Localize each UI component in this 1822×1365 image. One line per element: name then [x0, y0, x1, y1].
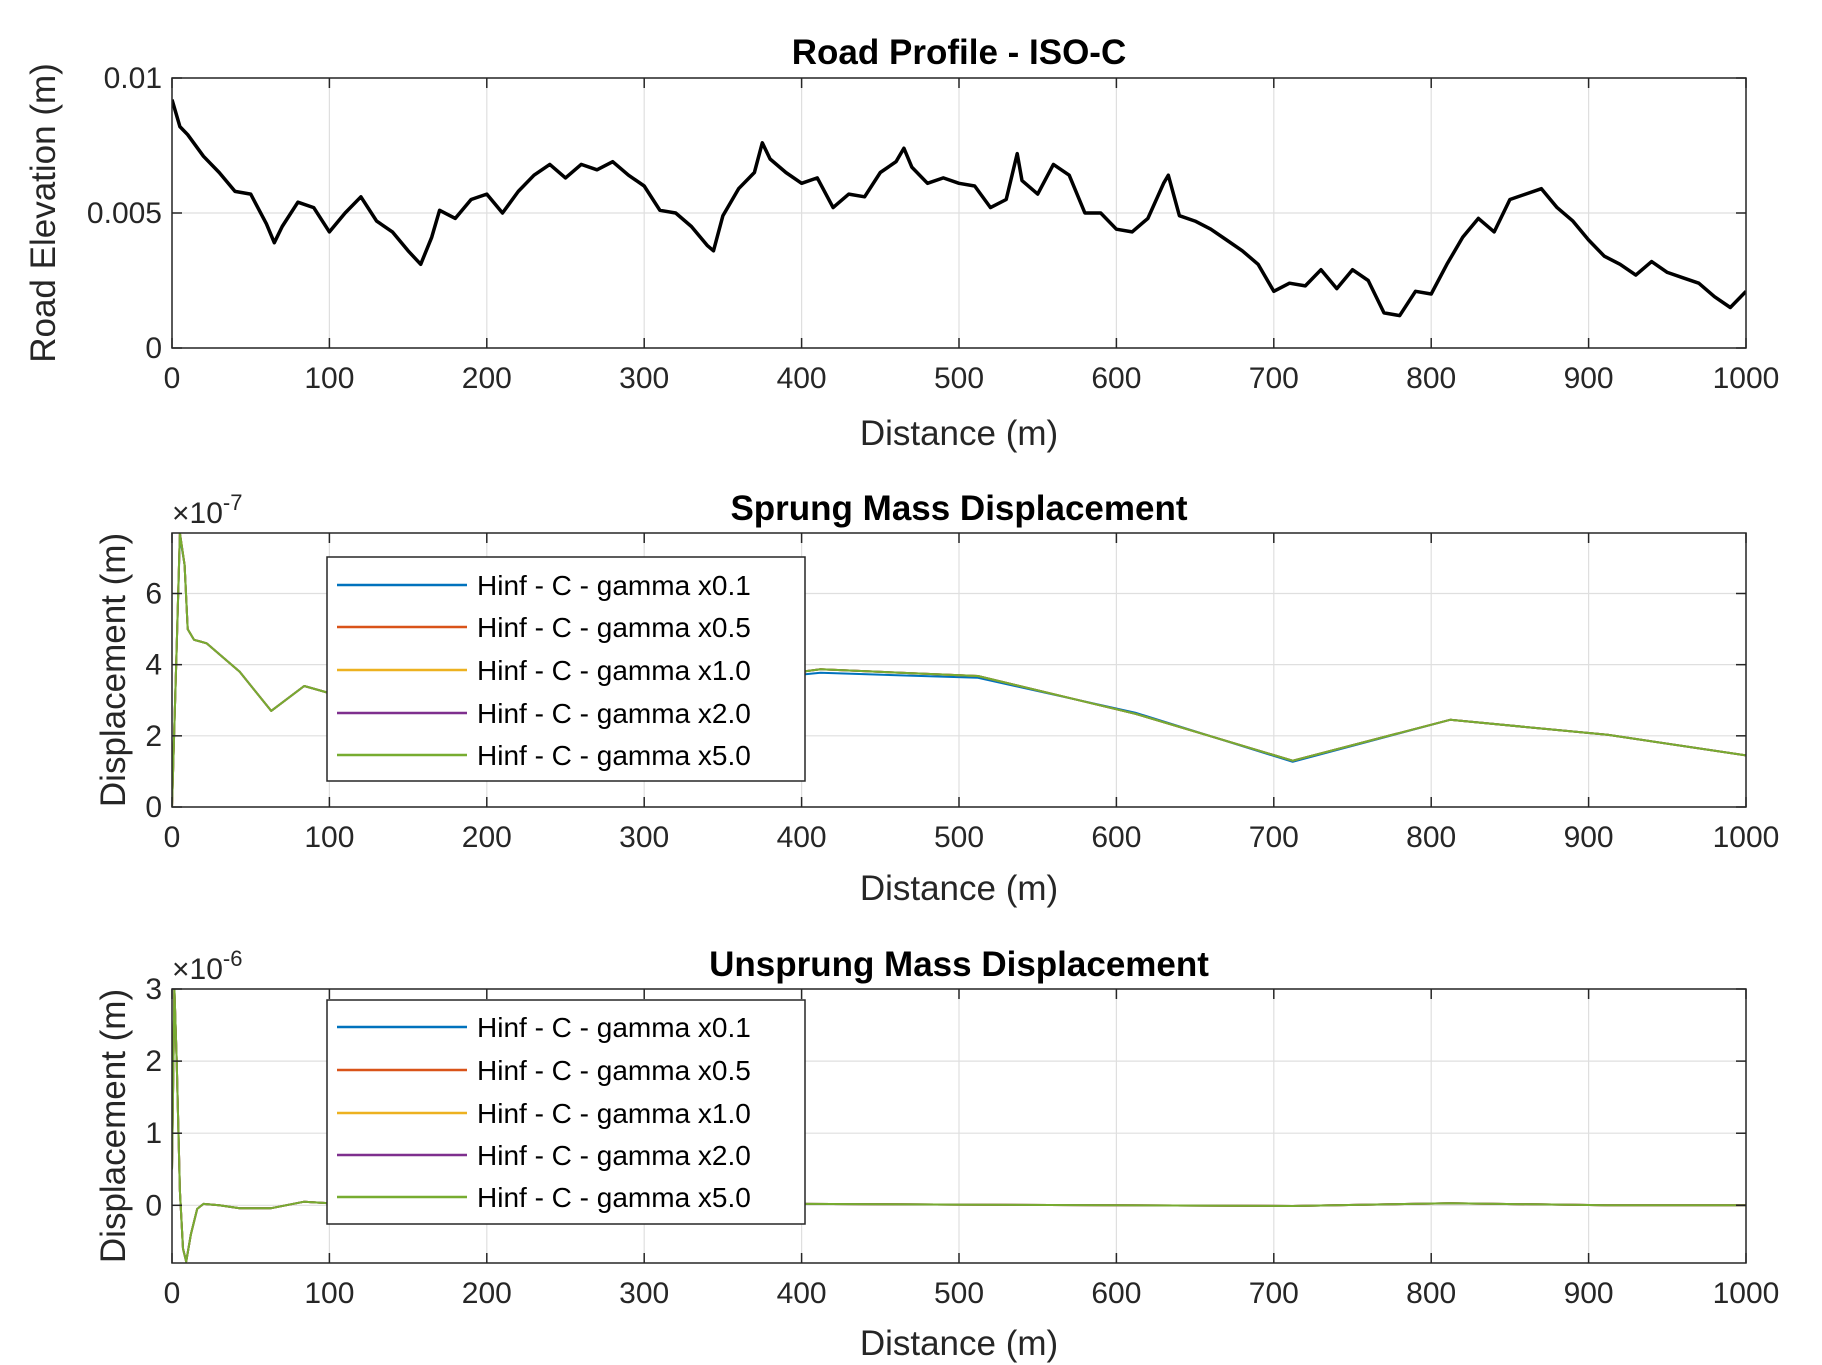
sprung-mass-exponent: ×10-7: [172, 490, 242, 530]
x-tick-label: 600: [1091, 1277, 1141, 1310]
unsprung-mass-exponent: ×10-6: [172, 946, 242, 986]
sprung-mass-y-axis-label: Displacement (m): [94, 533, 133, 807]
x-tick-label: 800: [1406, 1277, 1456, 1310]
road-profile-ticks: 0 100 200 300 400 500 600 700 800 900 1000 0 0.005 0.…: [87, 62, 1779, 395]
road-profile-y-axis-label: Road Elevation (m): [24, 63, 63, 363]
x-tick-label: 300: [619, 821, 669, 854]
legend-label: Hinf - C - gamma x0.5: [477, 612, 751, 643]
y-tick-label: 0.005: [87, 197, 162, 230]
y-tick-label: 2: [145, 720, 162, 753]
x-tick-label: 700: [1249, 821, 1299, 854]
legend-label: Hinf - C - gamma x5.0: [477, 1182, 751, 1213]
x-tick-label: 800: [1406, 821, 1456, 854]
unsprung-mass-x-axis-label: Distance (m): [860, 1324, 1058, 1363]
unsprung-mass-ticks: 0 100 200 300 400 500 600 700 800 900 1000 0 1 2 3: [145, 973, 1779, 1310]
x-tick-label: 900: [1564, 362, 1614, 395]
unsprung-mass-legend: Hinf - C - gamma x0.1 Hinf - C - gamma x…: [326, 999, 806, 1225]
legend-label: Hinf - C - gamma x0.1: [477, 570, 751, 601]
road-profile-data: [172, 99, 1746, 318]
x-tick-label: 1000: [1713, 821, 1780, 854]
x-tick-label: 0: [164, 821, 181, 854]
x-tick-label: 900: [1564, 1277, 1614, 1310]
x-tick-label: 100: [304, 362, 354, 395]
x-tick-label: 700: [1249, 1277, 1299, 1310]
legend-label: Hinf - C - gamma x2.0: [477, 1140, 751, 1171]
legend-label: Hinf - C - gamma x0.5: [477, 1055, 751, 1086]
sprung-mass-legend: Hinf - C - gamma x0.1 Hinf - C - gamma x…: [326, 556, 806, 782]
x-tick-label: 300: [619, 1277, 669, 1310]
x-tick-label: 400: [777, 1277, 827, 1310]
y-tick-label: 3: [145, 973, 162, 1006]
x-tick-label: 800: [1406, 362, 1456, 395]
legend-label: Hinf - C - gamma x1.0: [477, 655, 751, 686]
y-tick-label: 4: [145, 649, 162, 682]
unsprung-mass-title: Unsprung Mass Displacement: [709, 945, 1209, 984]
legend-label: Hinf - C - gamma x2.0: [477, 698, 751, 729]
sprung-mass-x-axis-label: Distance (m): [860, 869, 1058, 908]
x-tick-label: 100: [304, 1277, 354, 1310]
x-tick-label: 200: [462, 362, 512, 395]
legend-label: Hinf - C - gamma x0.1: [477, 1012, 751, 1043]
x-tick-label: 400: [777, 362, 827, 395]
sprung-mass-ticks: 0 100 200 300 400 500 600 700 800 900 1000 0 2 4 6: [145, 533, 1779, 854]
x-tick-label: 600: [1091, 362, 1141, 395]
sprung-mass-panel: 0 100 200 300 400 500 600 700 800 900 1000 0 2 4 6 ×10…: [94, 489, 1779, 908]
road-profile-title: Road Profile - ISO-C: [792, 33, 1126, 72]
y-tick-label: 6: [145, 577, 162, 610]
x-tick-label: 500: [934, 362, 984, 395]
y-tick-label: 0: [145, 332, 162, 365]
road-profile-panel: 0 100 200 300 400 500 600 700 800 900 1000 0 0.005 0.…: [24, 33, 1779, 453]
x-tick-label: 200: [462, 1277, 512, 1310]
x-tick-label: 500: [934, 821, 984, 854]
x-tick-label: 600: [1091, 821, 1141, 854]
road-profile-series-line-1: [172, 99, 1746, 318]
x-tick-label: 500: [934, 1277, 984, 1310]
y-tick-label: 0: [145, 1189, 162, 1222]
x-tick-label: 200: [462, 821, 512, 854]
unsprung-mass-series-line-5: [172, 989, 1746, 1263]
legend-label: Hinf - C - gamma x5.0: [477, 740, 751, 771]
y-tick-label: 1: [145, 1117, 162, 1150]
x-tick-label: 400: [777, 821, 827, 854]
legend-label: Hinf - C - gamma x1.0: [477, 1098, 751, 1129]
x-tick-label: 700: [1249, 362, 1299, 395]
y-tick-label: 0.01: [104, 62, 162, 95]
sprung-mass-title: Sprung Mass Displacement: [730, 489, 1187, 528]
y-tick-label: 0: [145, 791, 162, 824]
x-tick-label: 0: [164, 1277, 181, 1310]
x-tick-label: 300: [619, 362, 669, 395]
x-tick-label: 100: [304, 821, 354, 854]
road-profile-x-axis-label: Distance (m): [860, 414, 1058, 453]
x-tick-label: 900: [1564, 821, 1614, 854]
x-tick-label: 1000: [1713, 1277, 1780, 1310]
x-tick-label: 0: [164, 362, 181, 395]
unsprung-mass-panel: 0 100 200 300 400 500 600 700 800 900 1000 0 1 2 3 ×10…: [94, 945, 1779, 1363]
unsprung-mass-y-axis-label: Displacement (m): [94, 989, 133, 1263]
x-tick-label: 1000: [1713, 362, 1780, 395]
unsprung-mass-data: [172, 989, 1746, 1263]
y-tick-label: 2: [145, 1045, 162, 1078]
